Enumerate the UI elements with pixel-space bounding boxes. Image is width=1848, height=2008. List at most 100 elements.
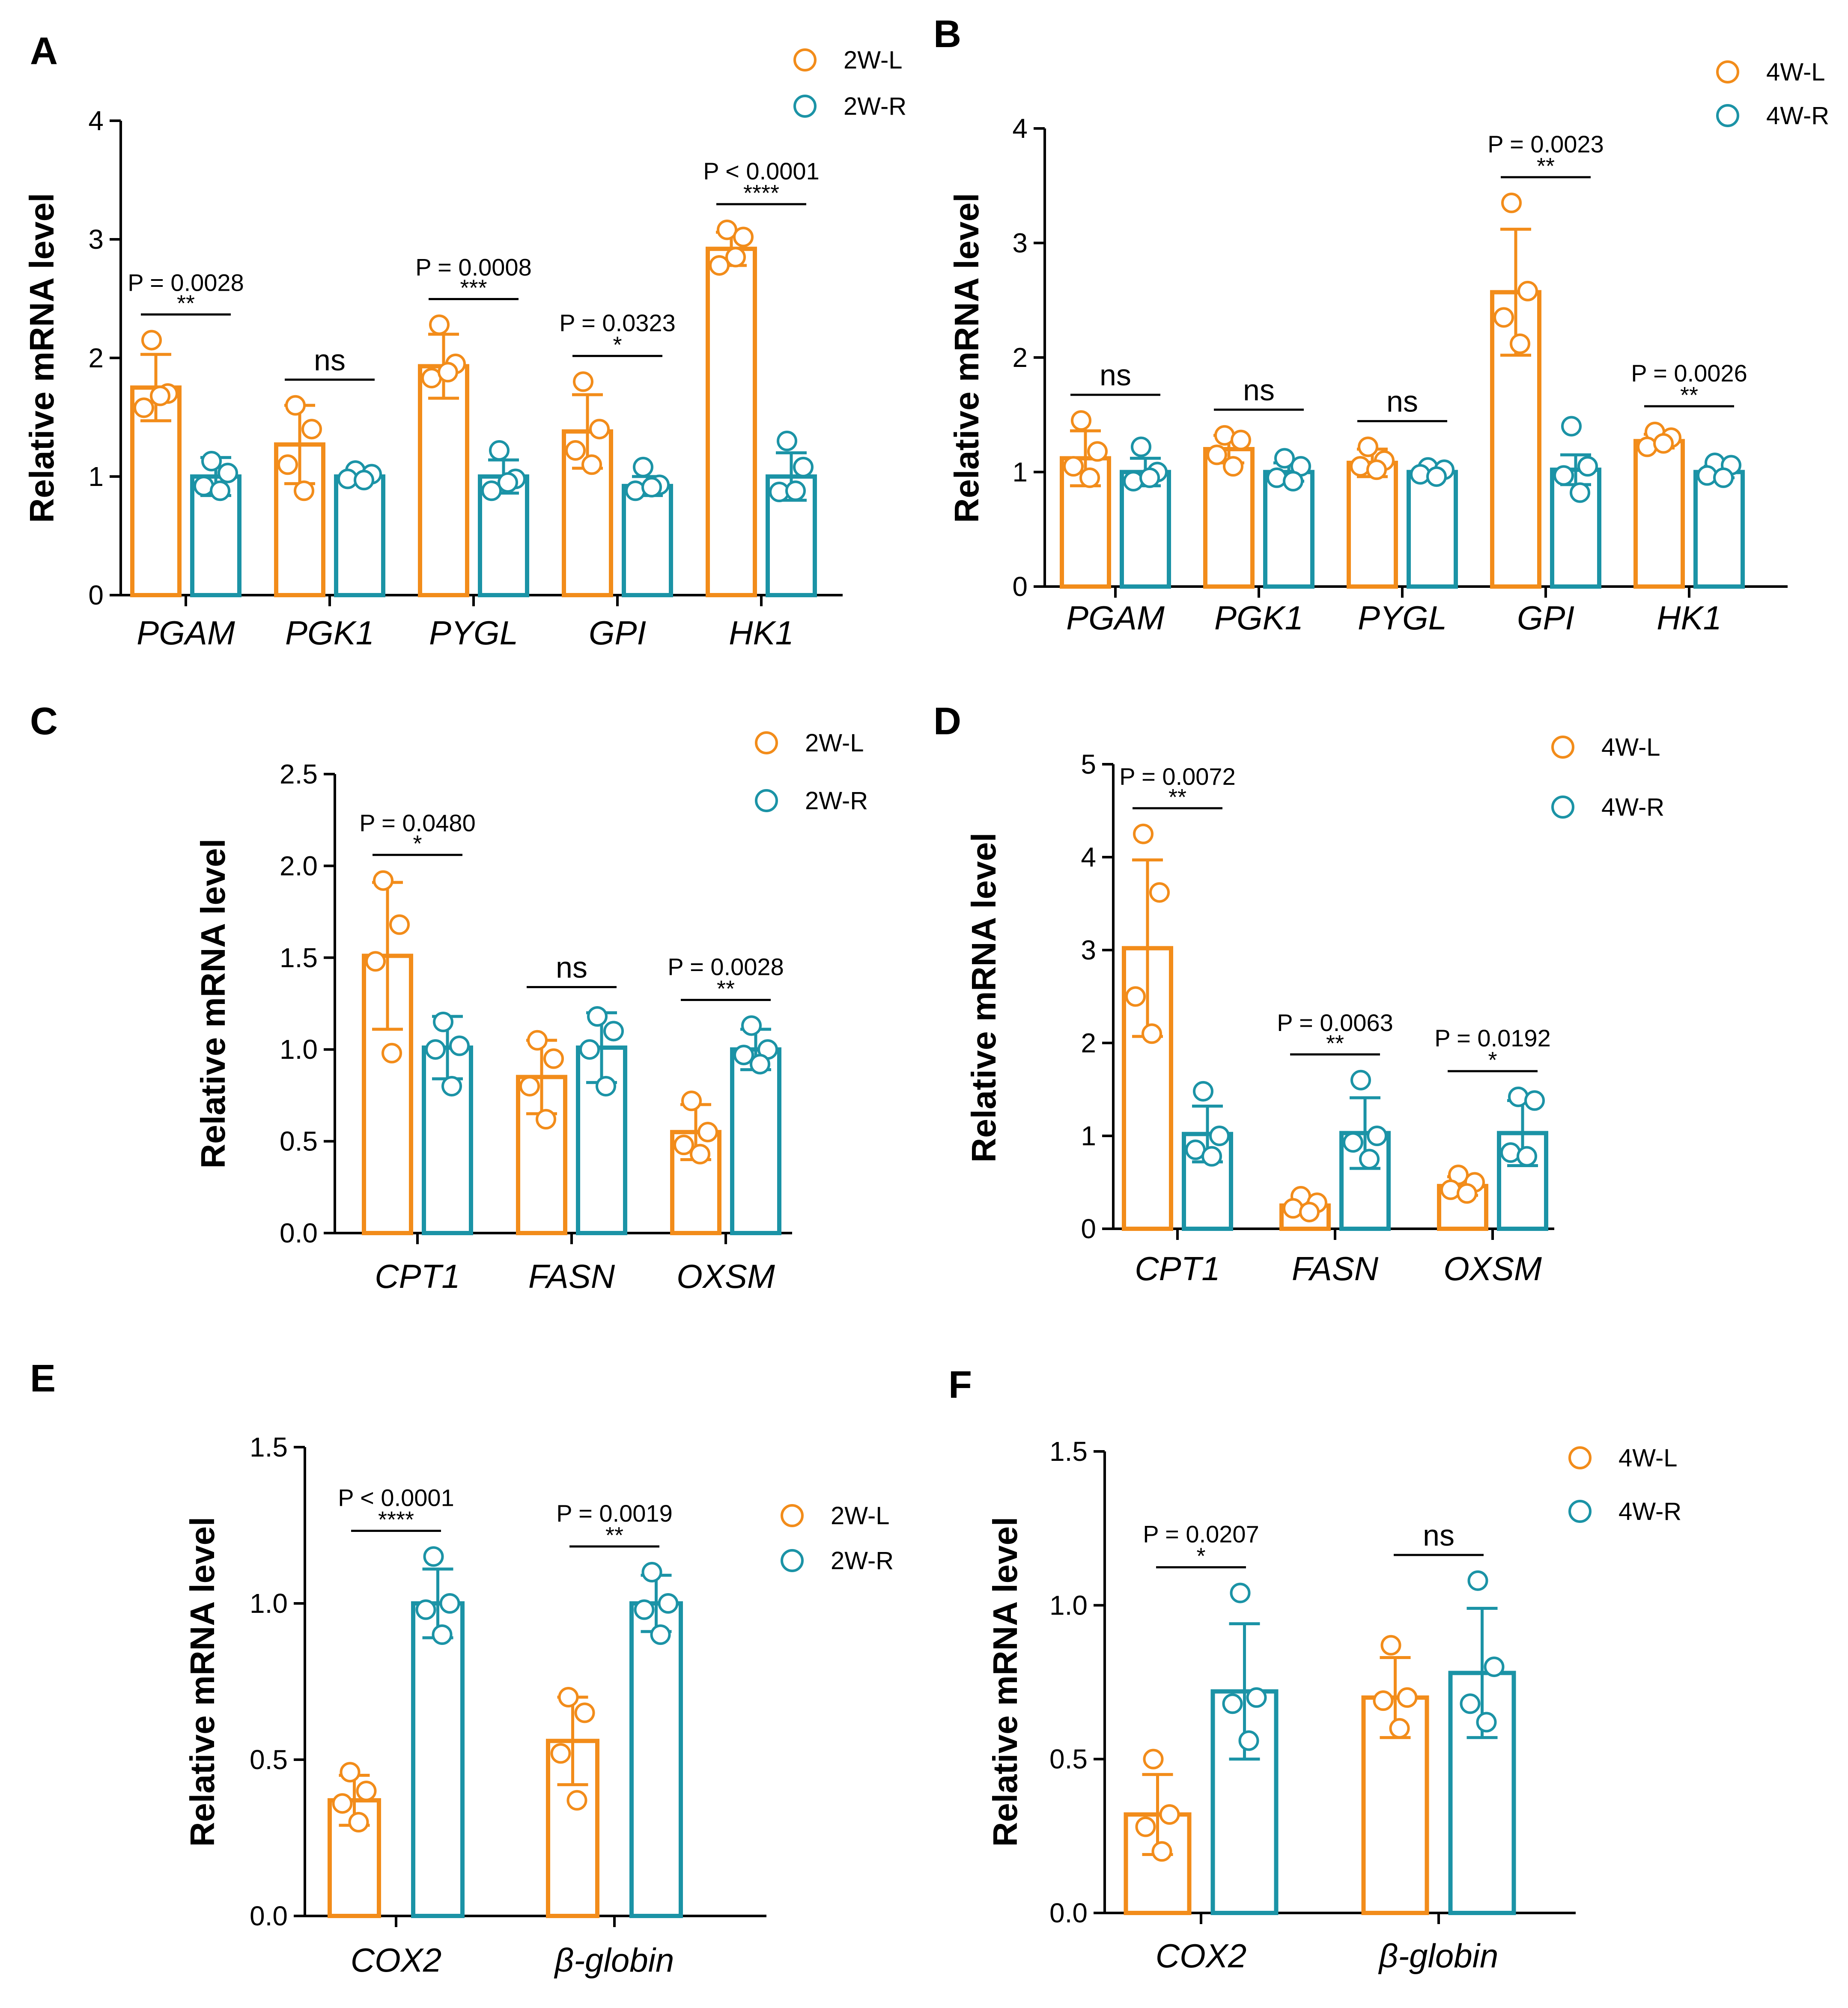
data-point (1063, 456, 1084, 477)
significance-stars: ** (1537, 153, 1555, 179)
data-point (1517, 280, 1538, 301)
data-point (210, 480, 230, 501)
data-point (1151, 1841, 1172, 1862)
x-category-label: CPT1 (375, 1257, 460, 1295)
data-point (1517, 1146, 1537, 1167)
data-point (429, 314, 450, 335)
data-point (201, 450, 222, 471)
data-point (1637, 436, 1657, 457)
p-value-label: P < 0.0001 (703, 158, 819, 185)
y-axis-label: Relative mRNA level (183, 1517, 221, 1847)
p-value-label: P = 0.0192 (1434, 1025, 1550, 1052)
y-tick-label: 1.5 (280, 942, 318, 973)
data-point (1653, 433, 1674, 454)
panel-letter: A (30, 30, 58, 73)
data-point (777, 430, 797, 451)
data-point (382, 1043, 402, 1064)
data-point (285, 395, 306, 416)
data-point (1343, 1132, 1363, 1153)
data-point (1426, 466, 1447, 487)
data-point (690, 1144, 710, 1165)
data-point (697, 1122, 718, 1143)
panel-e: E Relative mRNA level 0.0 0.5 1.0 1.5 COX2 β-gl… (30, 1357, 894, 1979)
significance-stars: *** (460, 275, 487, 301)
significance-stars: ** (1168, 784, 1186, 810)
y-tick-label: 0 (1081, 1213, 1096, 1244)
x-category-label: COX2 (1156, 1937, 1246, 1975)
data-point (1230, 1582, 1251, 1603)
data-point (785, 480, 806, 501)
legend-label: 2W-L (831, 1502, 890, 1530)
significance-stars: ** (1680, 382, 1698, 408)
data-point (573, 371, 593, 392)
y-axis-label: Relative mRNA level (948, 193, 986, 523)
y-tick-label: 4 (1012, 113, 1028, 144)
y-axis-label: Relative mRNA level (194, 839, 232, 1169)
data-point (1713, 467, 1734, 488)
y-tick-label: 1 (88, 461, 104, 492)
significance-stars: * (1488, 1047, 1497, 1073)
y-tick-label: 2 (1081, 1028, 1096, 1058)
legend-label: 4W-R (1766, 102, 1829, 130)
data-point (1389, 1718, 1410, 1739)
y-tick-label: 1.0 (250, 1588, 288, 1619)
legend-label: 2W-L (805, 729, 864, 757)
p-value-label: P = 0.0026 (1631, 360, 1747, 387)
x-category-label: HK1 (1657, 599, 1722, 637)
legend-marker (755, 789, 778, 812)
bar-2w-r (730, 1047, 781, 1235)
p-value-label: P = 0.0323 (559, 309, 675, 336)
data-point (1500, 1142, 1521, 1163)
x-category-label: PGAM (1066, 599, 1165, 637)
data-point (438, 362, 458, 383)
legend-label: 4W-L (1766, 58, 1825, 86)
y-tick-label: 0.0 (1049, 1898, 1088, 1928)
data-point (1553, 465, 1574, 486)
bar-4w-r (1693, 470, 1745, 589)
significance-stars: * (1196, 1543, 1205, 1569)
significance-stars: ns (1100, 358, 1131, 392)
data-point (449, 1035, 470, 1056)
data-point (1139, 467, 1160, 488)
y-axis-label: Relative mRNA level (965, 833, 1003, 1163)
p-value-label: P = 0.0019 (556, 1500, 672, 1527)
data-point (579, 1039, 600, 1060)
data-point (1508, 1086, 1529, 1107)
data-point (481, 480, 502, 501)
y-tick-label: 0.5 (1049, 1744, 1088, 1775)
p-value-label: P = 0.0072 (1119, 763, 1235, 790)
data-point (650, 1624, 671, 1645)
x-category-label: GPI (589, 614, 646, 652)
bar-4w-r (1407, 470, 1458, 589)
y-tick-label: 0.0 (280, 1218, 318, 1248)
panel-letter: D (933, 700, 961, 743)
data-point (1373, 1690, 1394, 1711)
significance-stars: **** (743, 180, 779, 206)
legend-marker (781, 1504, 804, 1527)
significance-stars: ns (314, 343, 346, 377)
legend-marker (1568, 1446, 1592, 1469)
panel-letter: E (30, 1357, 56, 1400)
data-point (550, 1743, 571, 1764)
panel-c: C Relative mRNA level 0.0 0.5 1.0 1.5 2.0 2.5 CP… (30, 700, 868, 1295)
y-tick-label: 5 (1081, 749, 1096, 780)
data-point (1350, 456, 1371, 477)
bar-2w-r (334, 474, 385, 597)
data-point (1087, 441, 1108, 462)
data-point (1079, 467, 1100, 488)
p-value-label: P = 0.0023 (1487, 131, 1604, 158)
data-point (603, 1021, 624, 1042)
data-point (1071, 410, 1091, 431)
data-point (733, 226, 754, 247)
x-category-label: PYGL (429, 614, 518, 652)
p-value-label: P = 0.0207 (1143, 1521, 1259, 1548)
data-point (1283, 471, 1303, 492)
y-tick-label: 1 (1081, 1120, 1096, 1151)
legend-marker (1551, 795, 1574, 819)
legend-label: 2W-R (844, 92, 906, 120)
data-point (356, 1781, 377, 1801)
data-point (1231, 429, 1251, 450)
bar-2w-l (418, 364, 469, 597)
data-point (558, 1687, 579, 1707)
